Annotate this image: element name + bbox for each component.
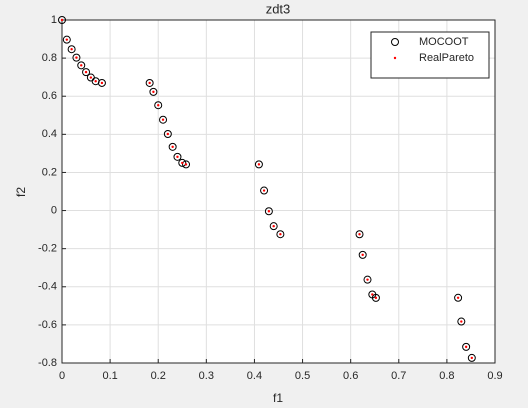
point [67,45,76,54]
point [456,296,460,299]
point [262,189,266,192]
point [467,353,476,362]
point [97,78,106,87]
point [157,104,160,107]
point [62,35,71,44]
y-tick-label: 0.2 [42,166,57,178]
point [267,210,271,213]
x-axis-label: f1 [273,391,283,405]
legend-label: RealPareto [419,52,474,64]
point [176,155,179,159]
y-tick-label: -0.8 [38,357,57,369]
point [163,130,172,139]
point [149,87,158,96]
point [366,278,369,281]
axes-box [61,19,496,364]
point [257,163,261,166]
point [272,224,275,228]
point [457,317,466,326]
point [70,47,73,51]
y-tick-label: -0.6 [38,319,57,331]
x-tick-label: 0.3 [199,370,214,382]
y-axis-label: f2 [14,187,28,197]
point [371,293,380,302]
point [145,78,154,87]
x-tick-label: 0 [59,370,65,382]
point [171,145,174,149]
point [75,56,78,59]
point [182,160,191,169]
point [361,253,364,257]
point [279,233,282,236]
point [470,356,474,360]
point [178,158,187,167]
x-tick-label: 0.4 [247,370,262,382]
x-tick-label: 0.6 [343,370,358,382]
point [269,222,278,231]
point [254,160,263,169]
point [60,18,64,22]
y-tick-label: -0.4 [38,281,57,293]
y-tick-label: 0 [51,204,57,216]
point [358,250,367,259]
point [94,80,97,83]
chart-title: zdt3 [266,1,291,16]
legend-marker [391,38,399,46]
x-tick-label: 0.5 [295,370,310,382]
legend-box [370,31,490,79]
point [84,70,88,74]
point [462,342,471,351]
point [77,61,86,70]
y-tick-label: 1 [51,14,57,26]
y-tick-label: -0.2 [38,243,57,255]
point [80,64,83,67]
point [460,320,463,323]
point [65,38,69,41]
x-tick-label: 0.1 [102,370,117,382]
point [152,90,155,94]
point [464,345,468,349]
point [363,275,372,284]
point [454,293,463,302]
point [58,16,66,24]
point [148,81,151,85]
point [166,132,170,136]
x-tick-label: 0.8 [439,370,454,382]
x-tick-label: 0.7 [391,370,406,382]
point [374,296,378,300]
point [184,163,188,166]
point [358,233,361,236]
point [355,230,364,239]
y-tick-label: 0.4 [42,128,57,140]
legend-marker [393,56,397,60]
legend-label: MOCOOT [419,36,469,48]
point [89,76,93,79]
point [168,142,177,151]
point [154,101,163,110]
point [159,115,168,124]
point [173,152,182,161]
x-tick-label: 0.9 [487,370,502,382]
y-tick-label: 0.8 [42,52,57,64]
point [264,207,273,216]
point [276,230,285,239]
point [82,68,91,77]
point [72,53,81,62]
point [100,81,104,85]
x-tick-label: 0.2 [151,370,166,382]
point [161,118,165,121]
point [260,186,269,195]
y-tick-label: 0.6 [42,90,57,102]
point [371,293,374,296]
point [181,161,184,165]
